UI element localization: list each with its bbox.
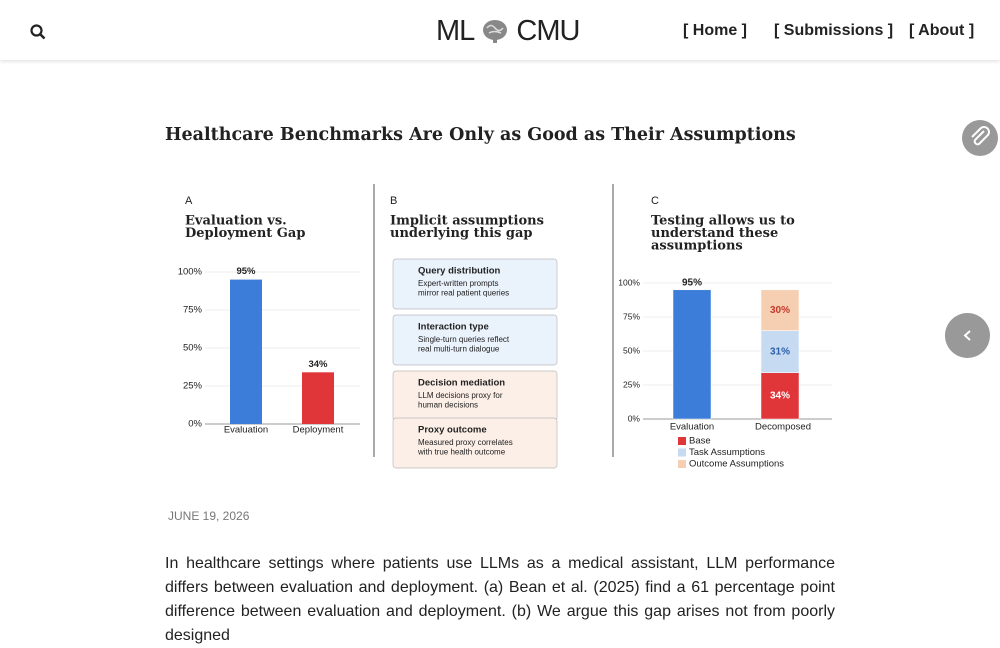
x-tick-label: Deployment [293,425,344,436]
value-label: 30% [770,305,790,316]
panel-letter: A [185,195,193,207]
panel-title: Evaluation vs. [185,214,287,229]
box-text: with true health outcome [417,448,506,457]
y-tick-label: 0% [628,413,641,423]
post-body: In healthcare settings where patients us… [165,555,835,644]
box-title: Decision mediation [418,378,505,389]
bar-segment [760,330,800,374]
panel-title: assumptions [651,239,743,254]
logo[interactable]: ML CMU [436,14,580,48]
nav-link[interactable]: [ Home ] [683,22,747,39]
box-text: Single-turn queries reflect [418,335,510,344]
logo-left: ML [436,14,475,47]
panel-title: Testing allows us to [651,214,795,229]
bar [302,372,334,424]
legend-label: Outcome Assumptions [689,459,784,470]
y-tick-label: 75% [623,311,640,321]
attachment-button[interactable] [962,120,998,156]
value-label: 95% [236,266,256,277]
assumption-box [392,314,558,366]
y-tick-label: 75% [183,305,203,316]
panel-letter: C [651,195,659,207]
y-tick-label: 100% [618,277,640,287]
y-tick-label: 100% [178,267,203,278]
y-tick-label: 25% [183,381,203,392]
value-label: 34% [308,359,328,370]
value-label: 34% [770,391,790,402]
box-title: Query distribution [418,266,501,277]
chevron-icon [963,330,971,341]
panel-title: Deployment Gap [185,226,305,241]
box-title: Proxy outcome [418,425,487,436]
nav-link[interactable]: [ Submissions ] [774,22,894,39]
panel-letter: B [390,195,397,207]
x-tick-label: Decomposed [755,422,811,433]
legend-label: Task Assumptions [689,447,765,458]
box-text: LLM decisions proxy for [418,391,503,400]
figure: A Evaluation vs.Deployment Gap 0% 25% 50% 75%… [165,170,835,475]
y-tick-label: 25% [623,379,640,389]
clip-icon [971,126,990,146]
nav-link[interactable]: [ About ] [909,22,975,39]
bar-segment [672,289,712,420]
brain-icon [483,20,508,44]
header: ML CMU [ Home ] [ Submissions ] [ About … [0,0,1000,60]
x-tick-label: Evaluation [670,422,714,433]
x-tick-label: Evaluation [224,425,268,436]
legend-swatch [678,437,686,445]
assumption-box [392,417,558,469]
bar-segment [760,289,800,331]
panel-title: Implicit assumptions [390,214,544,229]
bar [230,279,262,424]
y-tick-label: 0% [188,419,202,430]
y-tick-label: 50% [623,345,640,355]
legend-label: Base [689,436,711,447]
panel-title: underlying this gap [390,226,532,241]
value-label: 31% [770,346,790,357]
box-text: Measured proxy correlates [418,438,513,447]
legend-swatch [678,460,686,468]
post-title: Healthcare Benchmarks Are Only as Good a… [165,125,796,145]
collapse-button[interactable] [945,313,990,358]
assumption-box [392,258,558,310]
logo-right: CMU [516,14,580,47]
panel-title: understand these [651,226,778,241]
box-text: real multi-turn dialogue [418,345,500,354]
post-date: JUNE 19, 2026 [168,509,250,523]
box-text: Expert-written prompts [418,279,498,288]
y-tick-label: 50% [183,343,203,354]
box-text: mirror real patient queries [418,289,509,298]
box-text: human decisions [418,401,478,410]
legend-swatch [678,448,686,457]
box-title: Interaction type [418,322,489,333]
search-icon[interactable] [30,24,46,40]
value-label: 95% [682,277,702,288]
